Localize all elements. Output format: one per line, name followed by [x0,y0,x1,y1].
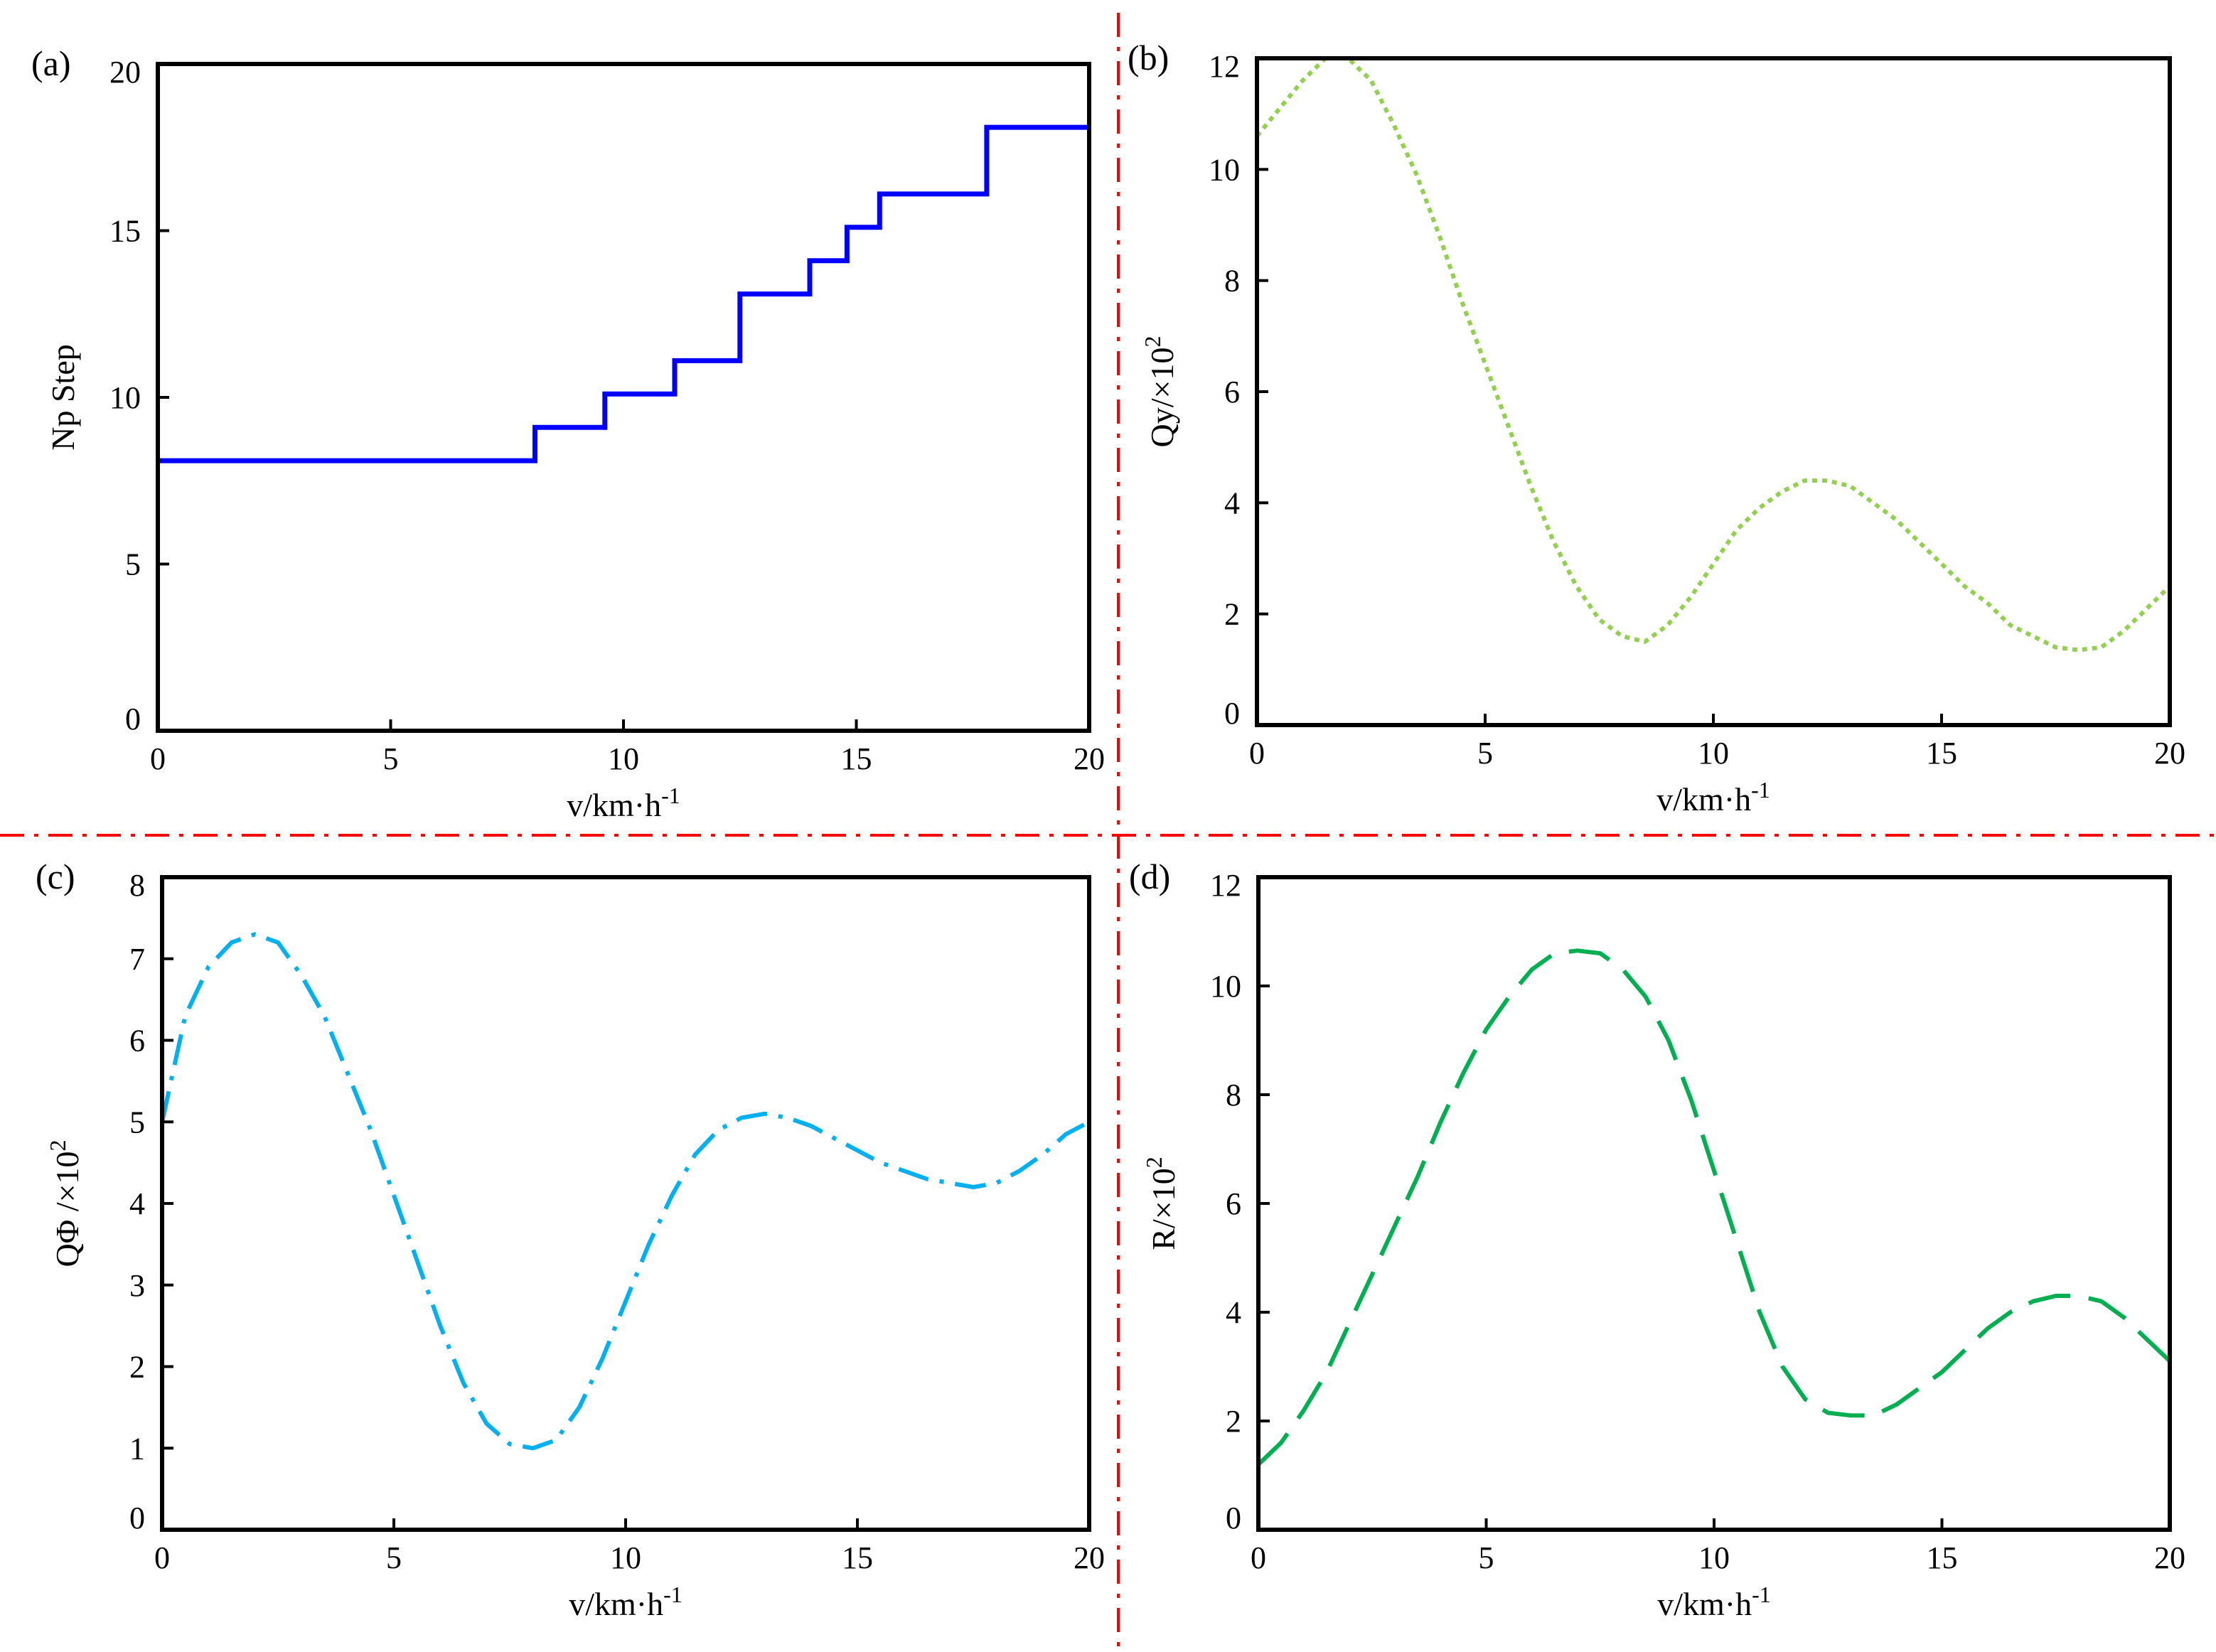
x-tick-label-d-2: 10 [1698,1540,1730,1575]
x-tick-label-d-1: 5 [1479,1540,1494,1575]
y-tick-label-b-2: 4 [1224,486,1240,520]
x-tick-label-c-1: 5 [386,1540,402,1575]
y-tick-label-c-0: 0 [129,1501,145,1535]
x-tick-label-d-4: 20 [2154,1540,2185,1575]
chart-panel-a: 0 5 10 15 20 0 5 10 15 20 v/km·h-1 Np Step (a) [31,43,1105,823]
plot-frame-c [160,875,1091,1532]
plot-frame-a [156,62,1091,733]
x-tick-label-a-2: 10 [608,741,639,776]
x-tick-label-d-0: 0 [1251,1540,1266,1575]
x-tick-label-c-3: 15 [842,1540,873,1575]
y-tick-label-d-5: 10 [1210,969,1241,1004]
series-line-d [1258,948,2170,1466]
x-tick-label-a-1: 5 [383,741,399,776]
x-tick-label-d-3: 15 [1927,1540,1958,1575]
x-tick-label-a-4: 20 [1074,741,1105,776]
y-tick-label-d-4: 8 [1226,1078,1241,1112]
y-tick-label-d-1: 2 [1226,1404,1241,1439]
y-tick-label-a-4: 20 [109,55,141,90]
y-tick-label-a-3: 15 [109,214,141,249]
y-tick-label-b-4: 8 [1224,264,1240,299]
y-tick-label-b-5: 10 [1209,152,1240,187]
series-line-a [158,124,1089,463]
panel-label-a: (a) [31,43,71,83]
x-tick-label-c-4: 20 [1074,1540,1105,1575]
series-line-b [1257,58,2170,653]
y-tick-label-b-0: 0 [1224,696,1240,731]
x-tick-label-a-0: 0 [150,741,166,776]
y-tick-label-c-5: 5 [129,1105,145,1139]
x-axis-label-d: v/km·h-1 [1657,1582,1771,1622]
x-tick-label-b-2: 10 [1698,736,1729,771]
y-tick-label-b-6: 12 [1209,49,1240,84]
y-tick-label-d-2: 4 [1226,1295,1241,1330]
y-tick-label-c-1: 1 [129,1431,145,1466]
panel-label-c: (c) [36,857,75,896]
y-tick-label-c-4: 4 [129,1186,145,1221]
y-tick-label-c-6: 6 [129,1024,145,1058]
panel-label-d: (d) [1129,857,1170,896]
chart-panel-d: 0 5 10 15 20 0 2 4 6 8 10 12 v/km·h-1 R/×102 (d) [1129,857,2185,1622]
y-axis-label-b: Qy/×102 [1140,336,1180,448]
chart-panel-c: 0 5 10 15 20 0 1 2 3 4 5 6 7 8 v/km·h-1 QΦ /×102 (c) [36,857,1105,1622]
chart-panel-b: 0 5 10 15 20 0 2 4 6 8 10 12 v/km·h-1 Qy/×102 (b) [1128,38,2185,817]
x-tick-label-a-3: 15 [841,741,872,776]
y-tick-label-c-7: 7 [129,942,145,977]
y-tick-label-c-3: 3 [129,1268,145,1303]
y-tick-label-b-3: 6 [1224,375,1240,409]
x-tick-label-b-3: 15 [1926,736,1957,771]
y-tick-label-a-1: 5 [125,547,141,582]
y-tick-label-c-8: 8 [129,868,145,903]
y-tick-label-d-3: 6 [1226,1186,1241,1221]
plot-frame-d [1256,875,2172,1532]
y-axis-label-d: R/×102 [1141,1157,1182,1250]
y-tick-label-d-0: 0 [1226,1501,1241,1535]
y-tick-label-c-2: 2 [129,1350,145,1385]
y-axis-label-c: QΦ /×102 [45,1139,85,1267]
x-tick-label-c-0: 0 [154,1540,170,1575]
y-tick-label-a-2: 10 [109,380,141,415]
series-line-c [162,932,1089,1451]
y-axis-label-a: Np Step [45,344,81,451]
x-axis-label-c: v/km·h-1 [569,1582,683,1622]
y-tick-label-b-1: 2 [1224,597,1240,632]
y-tick-label-a-0: 0 [125,702,141,736]
panel-label-b: (b) [1128,38,1169,77]
y-tick-label-d-6: 12 [1210,868,1241,903]
x-tick-label-c-2: 10 [610,1540,641,1575]
plot-frame-b [1255,56,2172,727]
x-tick-label-b-1: 5 [1477,736,1493,771]
x-axis-label-b: v/km·h-1 [1656,777,1770,817]
x-axis-label-a: v/km·h-1 [567,783,680,823]
x-tick-label-b-0: 0 [1249,736,1265,771]
x-tick-label-b-4: 20 [2154,736,2185,771]
